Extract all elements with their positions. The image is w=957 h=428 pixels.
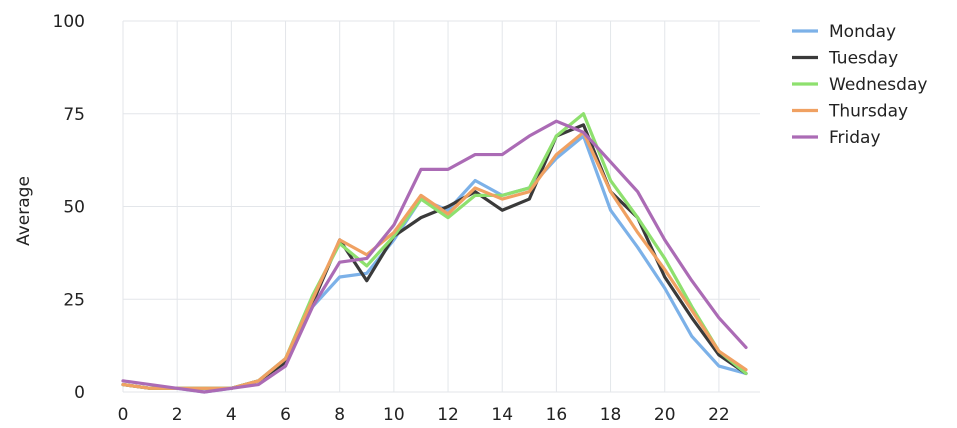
x-tick-label: 12 [437,405,459,425]
x-tick-label: 16 [546,405,568,425]
x-tick-label: 22 [708,405,730,425]
legend-item-friday: Friday [792,128,881,148]
grid [122,20,760,393]
x-tick-label: 6 [280,405,291,425]
legend: Monday Tuesday Wednesday Thursday Friday [792,22,927,148]
legend-item-thursday: Thursday [792,102,908,122]
y-axis-title: Average [14,176,34,246]
x-tick-label: 20 [654,405,676,425]
legend-label: Wednesday [829,75,927,95]
series-lines [121,112,748,394]
x-tick-label: 0 [118,405,129,425]
x-tick-label: 4 [226,405,237,425]
legend-label: Tuesday [828,49,898,69]
legend-item-wednesday: Wednesday [792,75,927,95]
legend-item-tuesday: Tuesday [792,49,898,69]
series-line-monday [121,134,748,394]
legend-label: Friday [829,128,881,148]
legend-label: Thursday [828,102,908,122]
x-tick-label: 10 [383,405,405,425]
legend-label: Monday [829,22,896,42]
y-tick-label: 0 [74,383,85,403]
x-tick-label: 2 [172,405,183,425]
y-tick-label: 50 [63,198,85,218]
x-tick-label: 8 [334,405,345,425]
x-tick-label: 14 [491,405,513,425]
y-tick-label: 25 [63,290,85,310]
y-tick-label: 100 [53,12,85,32]
x-tick-label: 18 [600,405,622,425]
axes: Average 0 2 4 6 8 10 12 14 16 18 20 22 0 25 50 75 100 [14,12,730,425]
y-tick-label: 75 [63,105,85,125]
series-line-friday [121,119,748,394]
legend-item-monday: Monday [792,22,896,42]
series-line-tuesday [121,123,748,390]
